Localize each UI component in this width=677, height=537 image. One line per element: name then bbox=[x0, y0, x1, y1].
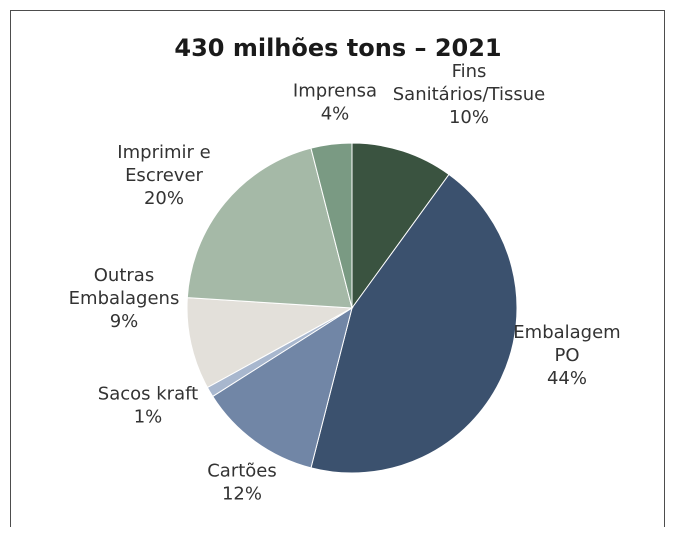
slice-category-label: Outras bbox=[94, 265, 154, 286]
slice-category-label: Sacos kraft bbox=[98, 384, 198, 405]
pie-slice bbox=[211, 306, 353, 469]
slice-percent-label: 4% bbox=[321, 104, 350, 125]
slice-category-label: Fins bbox=[452, 61, 487, 82]
slice-percent-label: 20% bbox=[144, 188, 184, 209]
slice-category-label: Escrever bbox=[125, 165, 203, 186]
slice-category-label: Cartões bbox=[207, 461, 277, 482]
pie-slices bbox=[186, 142, 518, 474]
slice-category-label: Embalagens bbox=[69, 288, 180, 309]
pie-slice bbox=[186, 297, 354, 389]
slice-percent-label: 12% bbox=[222, 484, 262, 505]
pie-slice bbox=[310, 142, 353, 309]
slice-percent-label: 1% bbox=[134, 407, 163, 428]
slice-category-label: Imprensa bbox=[293, 81, 377, 102]
slice-category-label: Sanitários/Tissue bbox=[393, 84, 546, 105]
pie-slice bbox=[186, 147, 353, 309]
slice-category-label: PO bbox=[554, 345, 579, 366]
slice-percent-label: 9% bbox=[110, 311, 139, 332]
chart-title: 430 milhões tons – 2021 bbox=[174, 34, 501, 62]
slice-percent-label: 44% bbox=[547, 368, 587, 389]
pie-slice bbox=[351, 142, 450, 310]
slice-category-label: Embalagem bbox=[513, 322, 620, 343]
slice-category-label: Imprimir e bbox=[117, 142, 210, 163]
slice-percent-label: 10% bbox=[449, 107, 489, 128]
pie-slice bbox=[310, 173, 518, 474]
